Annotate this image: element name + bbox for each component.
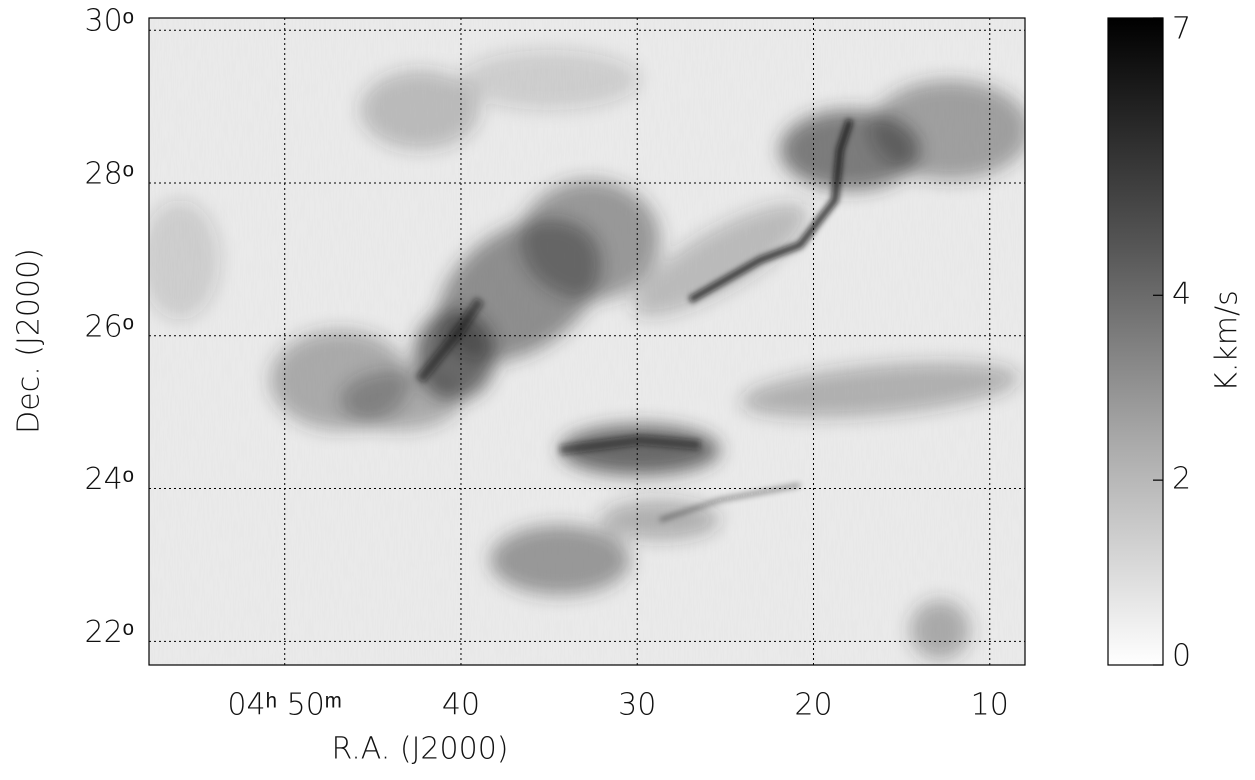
- x-tick-label: 20: [794, 688, 832, 723]
- x-tick-label: 30: [618, 688, 656, 723]
- y-tick-label: 24ᵒ: [85, 462, 135, 497]
- colorbar-label: K.km/s: [1210, 290, 1245, 392]
- y-tick-label: 30ᵒ: [85, 4, 135, 39]
- x-axis-label: R.A. (J2000): [332, 732, 509, 767]
- plot-frame: [148, 17, 1026, 666]
- x-tick-label: 04ʰ 50ᵐ: [227, 688, 342, 723]
- colorbar-tick-label: 4: [1172, 277, 1191, 312]
- y-tick-label: 26ᵒ: [85, 309, 135, 344]
- x-tick-label: 10: [971, 688, 1009, 723]
- y-axis-label: Dec. (J2000): [12, 248, 47, 434]
- y-tick-label: 22ᵒ: [85, 615, 135, 650]
- y-tick-label: 28ᵒ: [85, 156, 135, 191]
- colorbar-tick-label: 7: [1172, 12, 1191, 47]
- colorbar-tick-label: 0: [1172, 639, 1191, 674]
- x-tick-label: 40: [442, 688, 480, 723]
- colorbar-tick-label: 2: [1172, 462, 1191, 497]
- cloud-image: [149, 18, 1025, 665]
- colorbar: [1107, 17, 1164, 666]
